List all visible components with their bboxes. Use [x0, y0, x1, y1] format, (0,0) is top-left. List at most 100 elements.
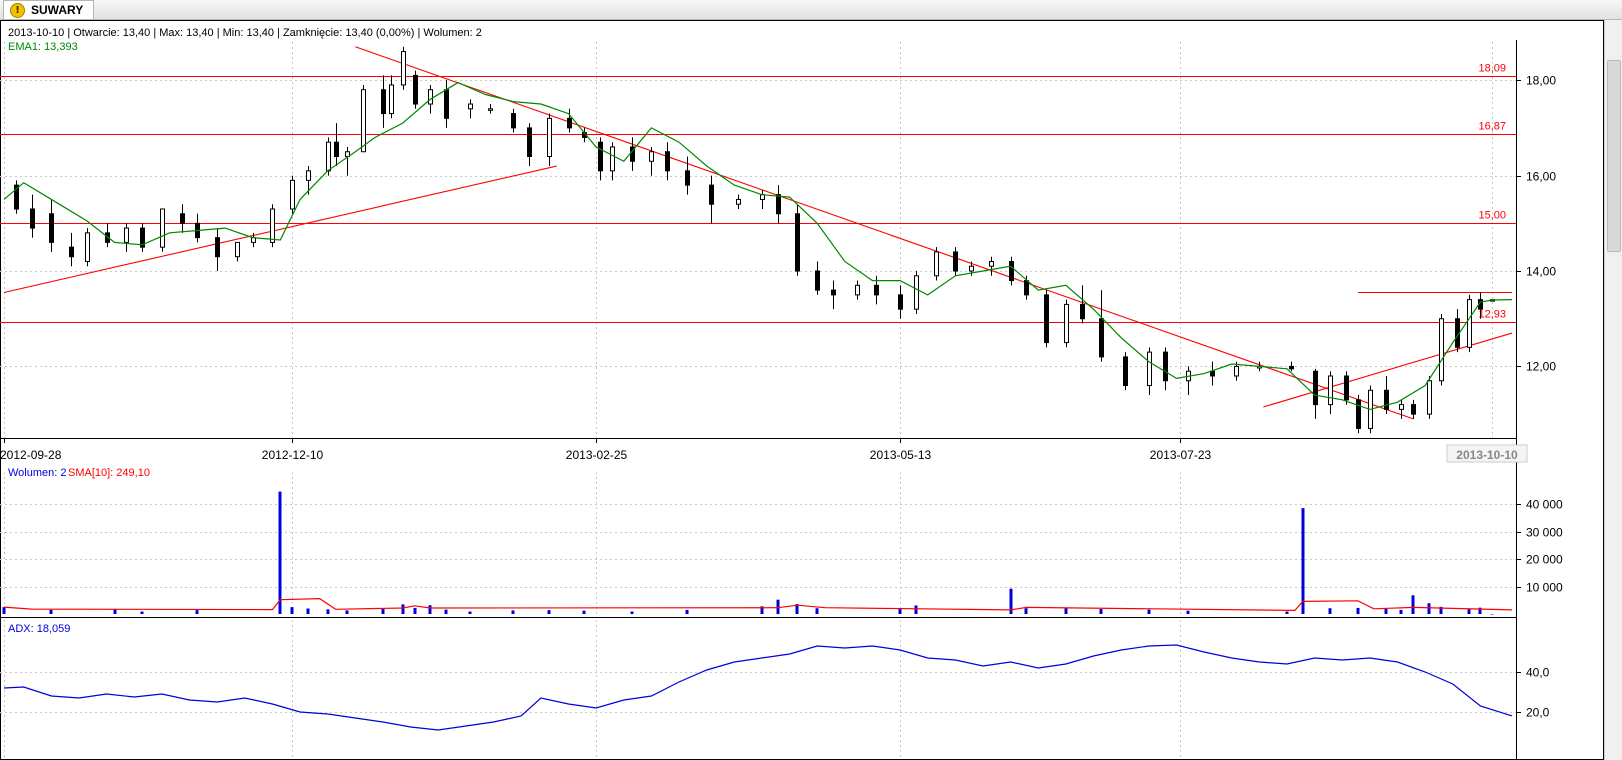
- y-tick-label: 40,0: [1526, 666, 1550, 680]
- stock-chart[interactable]: 18,09 16,87 15,00 12,93 2012-09-28 2012-12-1…: [0, 20, 1604, 760]
- level-label: 16,87: [1478, 121, 1506, 133]
- candle-body: [326, 141, 331, 172]
- volume-bar: [1147, 609, 1151, 614]
- volume-bar: [444, 609, 448, 614]
- candle-body: [1328, 375, 1333, 406]
- x-tick-label: 2013-05-13: [870, 448, 932, 462]
- current-date-box: [1446, 444, 1528, 463]
- volume-bar: [1186, 610, 1190, 614]
- candle-body: [468, 103, 473, 110]
- candle-body: [428, 89, 433, 105]
- candle-body: [795, 213, 800, 272]
- volume-bar: [195, 610, 199, 614]
- adx-line: [3, 644, 1513, 731]
- candle-body: [831, 289, 836, 296]
- x-tick-label: 2013-07-23: [1150, 448, 1212, 462]
- y-tick-label: 16,00: [1526, 170, 1556, 184]
- candle-body: [527, 127, 532, 158]
- ohlc-legend: 2013-10-10 | Otwarcie: 13,40 | Max: 13,4…: [8, 27, 482, 39]
- candle-body: [389, 84, 394, 115]
- y-tick-label: 18,00: [1526, 74, 1556, 88]
- axis-labels: 2012-09-28 2012-12-10 2013-02-25 2013-05-13…: [0, 74, 1563, 720]
- volume-bar: [1099, 609, 1103, 614]
- candle-body: [30, 208, 35, 229]
- volume-bar: [1478, 607, 1482, 614]
- candle-body: [180, 213, 185, 224]
- candle-body: [1009, 260, 1014, 282]
- candle-body: [1427, 380, 1432, 415]
- volume-bar: [140, 611, 144, 614]
- candle-body: [1163, 351, 1168, 382]
- candle-body: [1147, 351, 1152, 387]
- candle-body: [914, 275, 919, 310]
- volume-bar: [401, 604, 405, 614]
- candle-body: [598, 141, 603, 172]
- x-tick-label: 2012-12-10: [262, 448, 324, 462]
- volume-bar: [49, 609, 53, 614]
- candle-body: [124, 227, 129, 243]
- volume-bar: [428, 605, 432, 614]
- y-tick-label: 40 000: [1526, 498, 1563, 512]
- candle-body: [413, 74, 418, 105]
- volume-bar: [795, 604, 799, 614]
- candle-body: [1411, 404, 1416, 415]
- volume-bar: [1490, 613, 1494, 615]
- candle-body: [1289, 365, 1294, 370]
- volume-bars: [2, 491, 1494, 615]
- candle-body: [1080, 303, 1085, 320]
- candle-body: [488, 108, 493, 111]
- warning-icon: !: [10, 2, 25, 18]
- candle-body: [290, 179, 295, 210]
- volume-bar: [326, 609, 330, 614]
- candle-body: [649, 151, 654, 162]
- trend-lines: [3, 46, 1513, 420]
- ema-line: [3, 81, 1513, 411]
- candle-body: [1467, 299, 1472, 348]
- price-candles: [14, 46, 1495, 434]
- volume-sma-line: [3, 597, 1513, 612]
- volume-legend: Wolumen: 2: [8, 467, 67, 479]
- volume-bar: [1009, 588, 1013, 614]
- candle-body: [898, 294, 903, 310]
- candle-body: [953, 251, 958, 272]
- candle-body: [1356, 399, 1361, 429]
- volume-bar: [1285, 611, 1289, 614]
- volume-bar: [685, 609, 689, 614]
- volume-bar: [1399, 609, 1403, 614]
- level-label: 12,93: [1478, 309, 1506, 321]
- candle-body: [160, 208, 165, 248]
- current-date-label: 2013-10-10: [1456, 448, 1518, 462]
- volume-bar: [1467, 609, 1471, 614]
- scrollbar-thumb[interactable]: [1607, 60, 1621, 252]
- level-label: 15,00: [1478, 210, 1506, 222]
- tab-bar: ! SUWARY: [0, 0, 1622, 20]
- vertical-scrollbar[interactable]: [1604, 20, 1622, 760]
- candle-body: [511, 113, 516, 129]
- candle-body: [381, 89, 386, 115]
- x-tick-label: 2012-09-28: [0, 448, 62, 462]
- chart-frame: [0, 20, 1604, 760]
- candle-body: [610, 146, 615, 172]
- candle-body: [874, 284, 879, 296]
- volume-bar: [898, 608, 902, 614]
- volume-bar: [278, 491, 282, 614]
- candle-body: [1399, 404, 1404, 410]
- volume-bar: [1064, 607, 1068, 614]
- volume-bar: [345, 610, 349, 614]
- volume-bar: [1356, 607, 1360, 614]
- y-tick-label: 12,00: [1526, 360, 1556, 374]
- sma-legend: SMA[10]: 249,10: [68, 467, 150, 479]
- tab-suwary[interactable]: ! SUWARY: [3, 0, 95, 19]
- candle-body: [401, 51, 406, 86]
- level-label: 18,09: [1478, 63, 1506, 75]
- candle-body: [815, 270, 820, 291]
- y-tick-label: 20 000: [1526, 553, 1563, 567]
- candle-body: [85, 232, 90, 262]
- candle-body: [1344, 375, 1349, 401]
- candle-body: [235, 241, 240, 258]
- candle-body: [69, 246, 74, 258]
- outer-border: [0, 20, 1604, 760]
- grid-lines: [0, 42, 1516, 760]
- candle-body: [776, 194, 781, 215]
- candle-body: [306, 170, 311, 181]
